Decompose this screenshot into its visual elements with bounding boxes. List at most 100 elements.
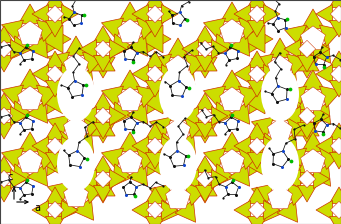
Polygon shape [214,102,235,124]
Polygon shape [65,166,87,185]
Polygon shape [136,86,159,108]
Polygon shape [221,70,243,90]
Polygon shape [102,148,123,170]
Polygon shape [61,4,78,24]
Polygon shape [0,26,14,43]
Polygon shape [36,20,59,41]
Polygon shape [284,39,300,58]
Polygon shape [109,170,126,189]
Polygon shape [127,164,148,186]
Polygon shape [17,86,43,110]
Polygon shape [91,182,115,203]
Ellipse shape [261,136,299,192]
Polygon shape [136,18,159,39]
Polygon shape [132,4,148,24]
Polygon shape [298,40,316,58]
Polygon shape [241,25,265,53]
Polygon shape [146,5,164,23]
Polygon shape [269,168,291,187]
Polygon shape [264,65,280,84]
Polygon shape [0,107,13,125]
Polygon shape [19,132,41,151]
Polygon shape [248,201,266,219]
Polygon shape [264,200,280,220]
Polygon shape [195,93,214,110]
Polygon shape [248,80,267,97]
Polygon shape [80,170,97,189]
Polygon shape [295,50,319,71]
Polygon shape [80,39,97,58]
Polygon shape [284,106,300,125]
Polygon shape [93,56,113,72]
Polygon shape [329,80,341,97]
Polygon shape [297,185,316,202]
Polygon shape [63,53,88,77]
Text: c: c [7,172,13,182]
Polygon shape [162,136,178,155]
Polygon shape [12,101,33,123]
Polygon shape [94,107,112,125]
Polygon shape [39,86,63,114]
Polygon shape [149,117,172,138]
Polygon shape [248,65,266,83]
Polygon shape [193,182,217,203]
Polygon shape [238,18,261,39]
Polygon shape [91,50,115,71]
Polygon shape [262,70,283,92]
Polygon shape [11,106,27,125]
Polygon shape [102,18,123,39]
Polygon shape [146,153,164,169]
Polygon shape [204,18,225,39]
Polygon shape [249,86,273,114]
Polygon shape [284,86,307,108]
Polygon shape [45,21,64,37]
Polygon shape [300,87,325,111]
Polygon shape [45,217,64,224]
Polygon shape [83,52,105,73]
Polygon shape [167,101,189,121]
Polygon shape [220,87,244,111]
Polygon shape [284,170,300,189]
Polygon shape [195,123,214,139]
Polygon shape [249,148,273,176]
Polygon shape [316,200,332,220]
Polygon shape [63,116,88,140]
Polygon shape [19,69,41,88]
Polygon shape [284,25,307,46]
Polygon shape [47,52,70,73]
Polygon shape [220,19,244,43]
Polygon shape [214,164,235,186]
Polygon shape [193,115,217,136]
Polygon shape [160,70,181,92]
Polygon shape [182,106,198,125]
Polygon shape [195,156,214,172]
Polygon shape [175,200,196,222]
Polygon shape [83,182,105,203]
Polygon shape [238,148,261,170]
Polygon shape [310,102,331,124]
Polygon shape [45,123,64,140]
Polygon shape [229,34,250,56]
Polygon shape [146,201,164,219]
Polygon shape [1,148,24,170]
Polygon shape [58,68,79,90]
Polygon shape [248,51,267,67]
Polygon shape [329,123,341,140]
Polygon shape [234,200,251,220]
Polygon shape [93,26,113,43]
Polygon shape [330,201,341,219]
Polygon shape [204,86,225,108]
Ellipse shape [261,67,299,121]
Polygon shape [119,132,141,151]
Polygon shape [109,39,126,58]
Polygon shape [45,51,64,67]
Polygon shape [45,0,64,7]
Polygon shape [234,65,251,84]
Polygon shape [73,198,94,220]
Polygon shape [238,86,261,108]
Polygon shape [175,133,196,155]
Polygon shape [47,115,70,136]
Polygon shape [11,170,27,189]
Polygon shape [113,164,133,186]
Polygon shape [300,149,325,173]
